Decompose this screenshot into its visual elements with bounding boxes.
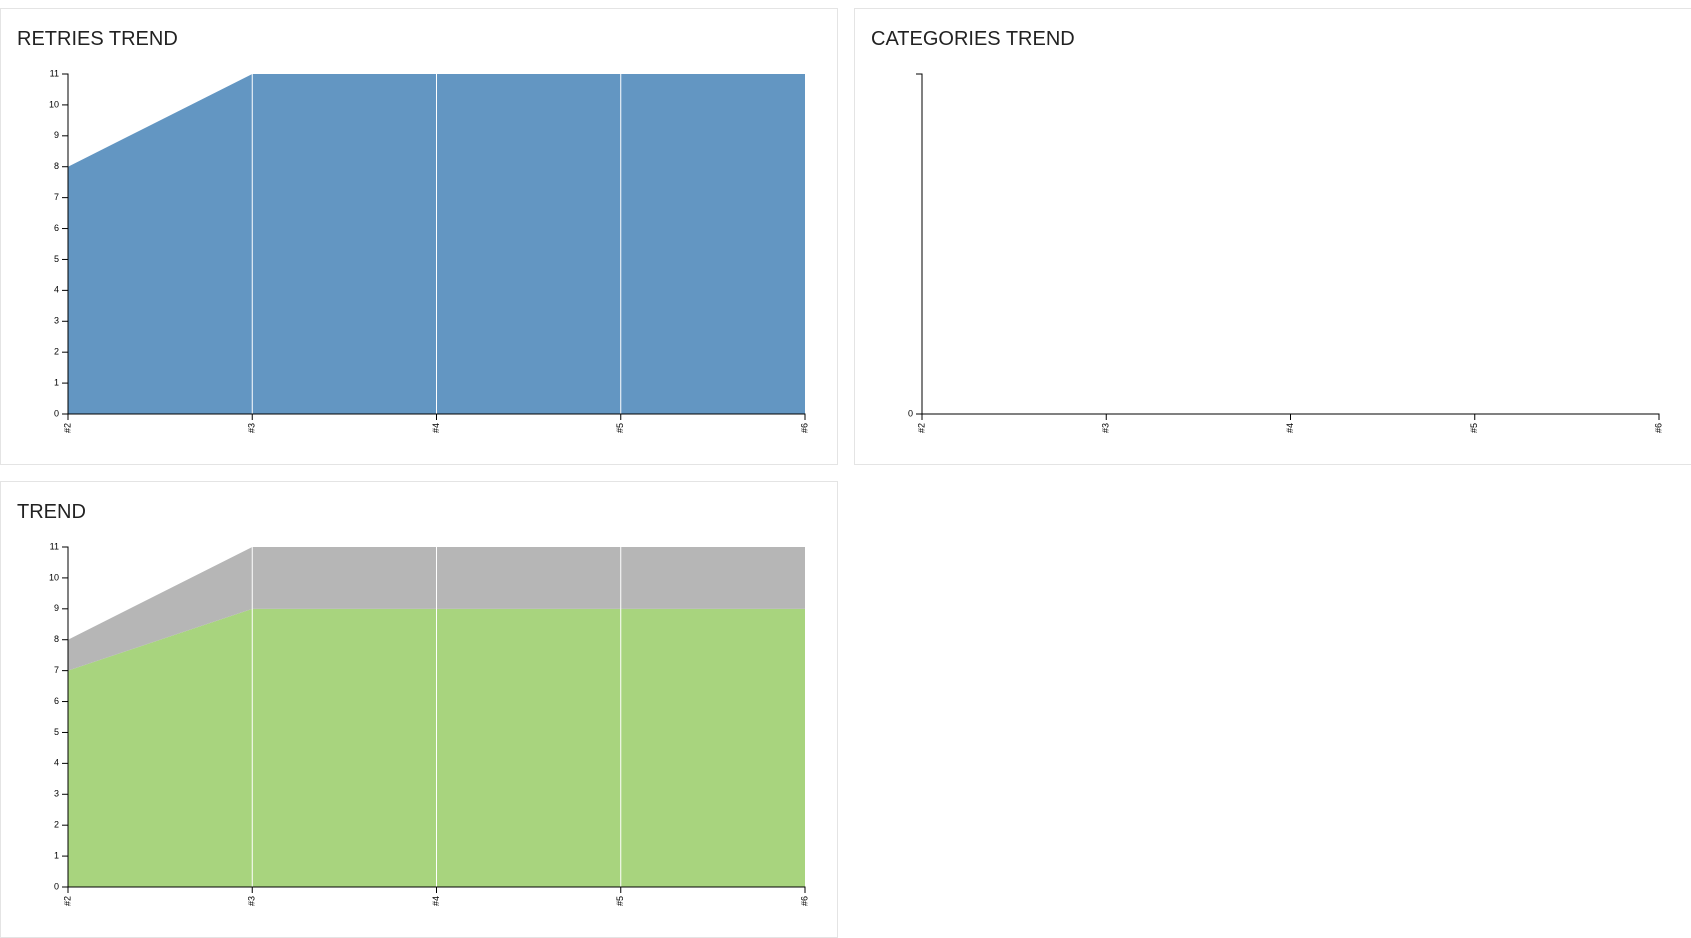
y-tick-label: 0 [908,408,913,418]
x-tick-label: #5 [615,423,625,433]
y-tick-label: 10 [49,99,59,109]
x-tick-label: #6 [799,423,809,433]
y-tick-label: 0 [54,408,59,418]
x-tick-label: #2 [62,423,72,433]
x-tick-label: #4 [431,423,441,433]
chart-panel: TREND 0 1 2 3 4 5 6 7 8 9 10 11 #2 #3 #4 #5 #6 [0,481,838,938]
y-tick-label: 2 [54,347,59,357]
y-axis [62,546,69,888]
y-axis [916,73,923,415]
y-tick-label: 1 [54,850,59,860]
y-tick-label: 0 [54,881,59,891]
x-tick-label: #6 [1653,423,1663,433]
chart-panel: CATEGORIES TREND 0 #2 #3 #4 #5 #6 [854,8,1691,465]
chart-title: TREND [17,501,86,523]
y-tick-label: 4 [54,758,59,768]
x-tick-label: #6 [799,896,809,906]
y-tick-label: 4 [54,285,59,295]
y-tick-label: 7 [54,192,59,202]
y-tick-label: 6 [54,696,59,706]
y-tick-label: 8 [54,634,59,644]
x-tick-label: #5 [1469,423,1479,433]
y-axis [62,73,69,415]
y-tick-label: 3 [54,316,59,326]
y-tick-label: 9 [54,130,59,140]
chart-title: CATEGORIES TREND [871,28,1075,50]
page: RETRIES TREND 0 1 2 3 4 5 6 7 8 9 10 11 #2 #3 #4 #5 #6 CAT… [0,8,1691,938]
chart: RETRIES TREND 0 1 2 3 4 5 6 7 8 9 10 11 #2 #3 #4 #5 #6 [17,28,809,433]
y-tick-label: 8 [54,161,59,171]
y-tick-label: 2 [54,820,59,830]
x-tick-label: #3 [1101,423,1111,433]
chart-panel: RETRIES TREND 0 1 2 3 4 5 6 7 8 9 10 11 #2 #3 #4 #5 #6 [0,8,838,465]
x-tick-label: #4 [1285,423,1295,433]
x-tick-label: #4 [431,896,441,906]
y-tick-label: 11 [50,68,59,78]
y-tick-label: 5 [54,254,59,264]
chart: CATEGORIES TREND 0#2 #3 #4 #5 #6 [871,28,1663,433]
y-tick-label: 1 [54,377,59,387]
y-tick-label: 11 [50,541,59,551]
x-tick-label: #2 [916,423,926,433]
x-tick-label: #5 [615,896,625,906]
y-tick-label: 10 [49,572,59,582]
chart: TREND 0 1 2 3 4 5 6 7 8 9 10 11 #2 #3 #4 #5 #6 [17,501,809,906]
y-tick-label: 6 [54,223,59,233]
y-tick-label: 5 [54,727,59,737]
x-tick-label: #3 [247,896,257,906]
y-tick-label: 9 [54,603,59,613]
chart-title: RETRIES TREND [17,28,178,50]
y-tick-label: 7 [54,665,59,675]
x-tick-label: #3 [247,423,257,433]
x-tick-label: #2 [62,896,72,906]
y-tick-label: 3 [54,789,59,799]
